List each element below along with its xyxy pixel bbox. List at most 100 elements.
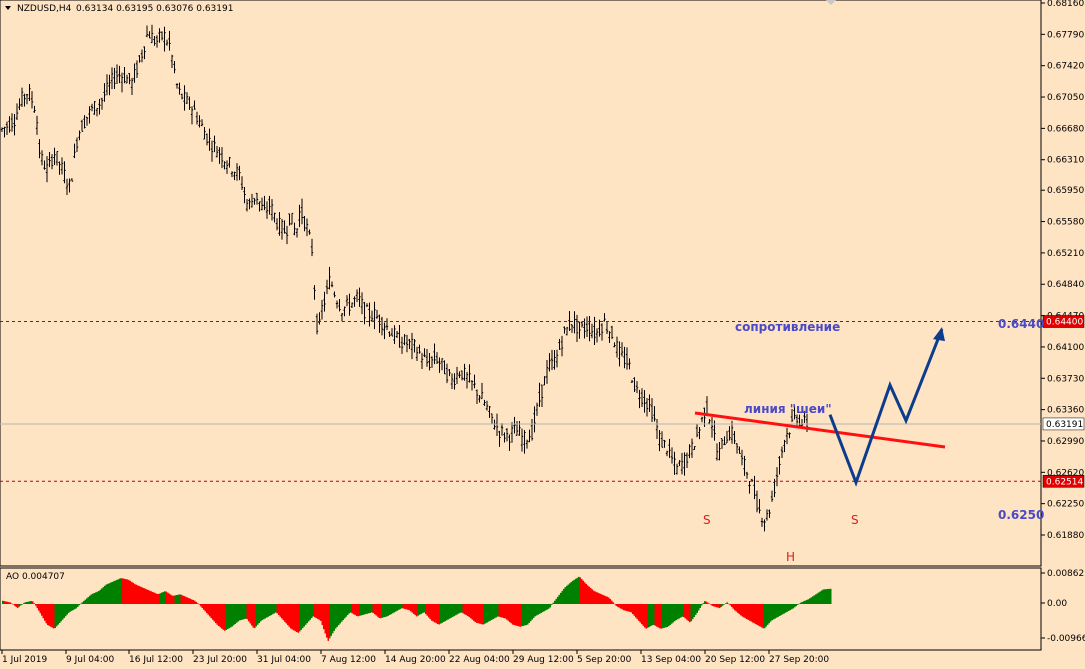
candle-bar	[768, 509, 771, 518]
ao-bar	[99, 589, 101, 604]
ao-bar	[323, 604, 325, 630]
ao-bar	[515, 604, 517, 626]
ao-bar	[705, 601, 707, 604]
ao-bar	[524, 604, 526, 626]
ao-bar	[332, 604, 334, 634]
scroll-marker-icon[interactable]	[826, 0, 836, 5]
resistance-level-label: 0.6440	[998, 317, 1044, 331]
ao-bar	[302, 604, 304, 629]
ao-bar	[285, 604, 287, 624]
ao-bar	[683, 604, 685, 618]
ao-bar	[651, 604, 653, 626]
neckline-text: линия "шеи"	[744, 402, 832, 416]
ao-bar	[233, 604, 235, 626]
ao-bar	[717, 604, 719, 608]
ao-bar	[612, 602, 614, 604]
price-tick-label: 0.67790	[1047, 30, 1084, 40]
ao-bar	[591, 589, 593, 604]
symbol-label: NZDUSD,H4	[17, 4, 72, 14]
ao-bar	[729, 604, 731, 606]
ao-bar	[810, 597, 812, 604]
ao-bar	[320, 604, 322, 621]
ao-bar	[159, 593, 161, 604]
ao-bar	[420, 604, 422, 614]
candle-bar	[605, 321, 609, 334]
ao-bar	[690, 604, 692, 622]
ao-bar	[725, 603, 727, 604]
candle-bar	[178, 82, 181, 95]
time-axis[interactable]: 1 Jul 2019 9 Jul 04:00 16 Jul 12:00 23 Jul …	[1, 650, 829, 665]
candle-bar	[18, 98, 21, 111]
price-tick-label: 0.64100	[1047, 343, 1084, 353]
ao-bar	[248, 604, 250, 622]
ao-bar	[317, 604, 319, 619]
candle-bar	[200, 119, 204, 127]
ao-bar	[338, 604, 340, 626]
candle-bar	[508, 434, 511, 451]
ao-bar	[398, 604, 400, 610]
drawing-objects[interactable]	[694, 327, 946, 487]
ao-indicator-window[interactable]: AO 0.004707 0.008627 0.00 -0.009665	[0, 567, 1085, 651]
current-price-tag-box	[1042, 417, 1085, 431]
candle-bar	[473, 374, 476, 389]
ao-bar	[147, 589, 149, 604]
ao-bar	[821, 590, 823, 604]
price-tick-label: 0.62990	[1047, 437, 1084, 447]
candle-bar	[400, 336, 404, 354]
price-window[interactable]	[0, 0, 1042, 567]
neckline-trendline[interactable]	[694, 411, 946, 449]
candle-bar	[600, 323, 604, 341]
candle-bar	[180, 93, 184, 100]
ao-bar	[462, 604, 464, 614]
ao-bar	[276, 604, 278, 614]
ao-bar	[180, 594, 182, 604]
candle-bar	[490, 413, 494, 424]
candle-bar	[690, 438, 694, 458]
price-axis[interactable]: 0.68160 0.67790 0.67420 0.67050 0.66680 0.663…	[1041, 0, 1084, 541]
ao-bar	[83, 601, 85, 604]
ao-bar	[528, 604, 530, 623]
ao-bar	[311, 604, 313, 619]
ao-bar	[191, 599, 193, 604]
ao-bar	[558, 594, 560, 604]
ao-bar	[347, 604, 349, 616]
candle-bar	[348, 293, 351, 316]
ao-bar	[594, 591, 596, 604]
ao-bar	[714, 604, 716, 607]
ao-bar	[125, 579, 127, 604]
ao-bar	[483, 604, 485, 625]
ao-bar	[68, 604, 70, 613]
candle-bar	[445, 363, 449, 384]
ao-bar	[632, 604, 634, 615]
dropdown-triangle-icon[interactable]	[5, 6, 11, 10]
ao-bar	[503, 604, 505, 619]
ao-bar	[288, 604, 290, 627]
candle-bar	[323, 291, 326, 312]
ao-bar	[695, 604, 697, 615]
ao-bar	[342, 604, 344, 621]
ao-bar	[38, 604, 40, 611]
ao-bar	[377, 604, 379, 617]
ao-bar	[300, 604, 302, 630]
ao-bar	[413, 604, 415, 614]
ao-bar	[108, 583, 110, 604]
candle-bar	[83, 115, 86, 129]
candle-bar	[383, 322, 386, 340]
ao-bar	[689, 604, 691, 623]
horizontal-levels[interactable]	[0, 321, 1041, 482]
ao-bar	[140, 586, 142, 604]
ao-bar	[776, 604, 778, 618]
ao-bar	[189, 598, 191, 604]
candle-bar	[270, 199, 274, 221]
ao-bar	[230, 604, 232, 628]
ao-bar	[792, 604, 794, 609]
projection-path[interactable]	[828, 328, 944, 487]
ao-bar	[701, 604, 703, 606]
ao-bar	[641, 604, 643, 625]
ao-bar	[371, 604, 373, 613]
candle-bar	[648, 394, 651, 413]
candle-bar	[308, 229, 311, 235]
ao-bar	[197, 603, 199, 604]
ao-bar	[194, 600, 196, 604]
